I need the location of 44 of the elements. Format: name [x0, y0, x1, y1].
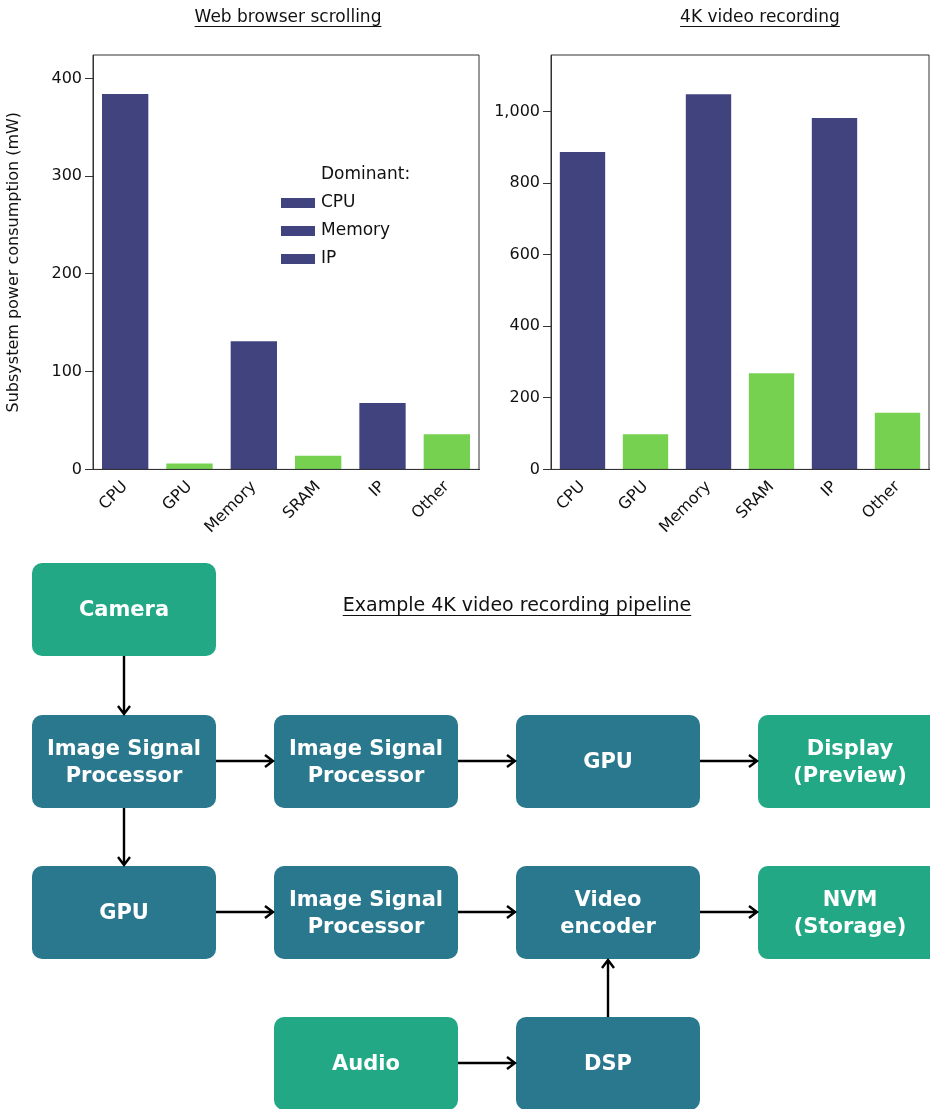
- text: Audio: [274, 1017, 458, 1109]
- y-axis-title: Subsystem power consumption (mW): [2, 111, 22, 413]
- y-tick-label: 800: [509, 172, 540, 192]
- x-tick-label: IP: [816, 476, 841, 501]
- y-tick-label: 200: [509, 386, 540, 406]
- bar: [166, 463, 213, 469]
- legend-title: Dominant:: [321, 163, 411, 184]
- bar: [685, 94, 732, 469]
- text: Example 4K video recording pipeline: [342, 593, 692, 615]
- y-tick-label: 600: [509, 243, 540, 263]
- y-tick-label: 400: [51, 67, 82, 87]
- y-tick-label: 100: [51, 360, 82, 380]
- y-tick-label: 1,000: [494, 100, 540, 120]
- text: Image Signal Processor: [274, 715, 458, 808]
- legend-label: IP: [321, 247, 337, 268]
- y-tick-label: 300: [51, 165, 82, 185]
- text: GPU: [516, 715, 700, 808]
- text: Display (Preview): [758, 715, 930, 808]
- chart-title: 4K video recording: [680, 6, 840, 26]
- bar: [622, 434, 669, 469]
- bar: [748, 373, 795, 469]
- y-tick-label: 200: [51, 263, 82, 283]
- text: DSP: [516, 1017, 700, 1109]
- text: GPU: [32, 866, 216, 959]
- bar: [295, 455, 342, 469]
- bar: [874, 412, 921, 469]
- bar: [102, 94, 149, 469]
- bar: [811, 117, 858, 469]
- y-tick-label: 400: [509, 315, 540, 335]
- text: Image Signal Processor: [274, 866, 458, 959]
- bar: [423, 434, 470, 469]
- x-tick-label: IP: [364, 476, 389, 501]
- bar: [359, 402, 406, 469]
- text: Camera: [32, 563, 216, 656]
- y-tick-label: 0: [71, 458, 82, 478]
- bar: [230, 341, 277, 469]
- chart-title: Web browser scrolling: [194, 6, 382, 26]
- legend-label: Memory: [321, 219, 391, 240]
- bar: [559, 151, 606, 469]
- y-tick-label: 0: [529, 458, 540, 478]
- legend-label: CPU: [321, 191, 356, 212]
- text: Video encoder: [516, 866, 700, 959]
- text: NVM (Storage): [758, 866, 930, 959]
- text: Image Signal Processor: [32, 715, 216, 808]
